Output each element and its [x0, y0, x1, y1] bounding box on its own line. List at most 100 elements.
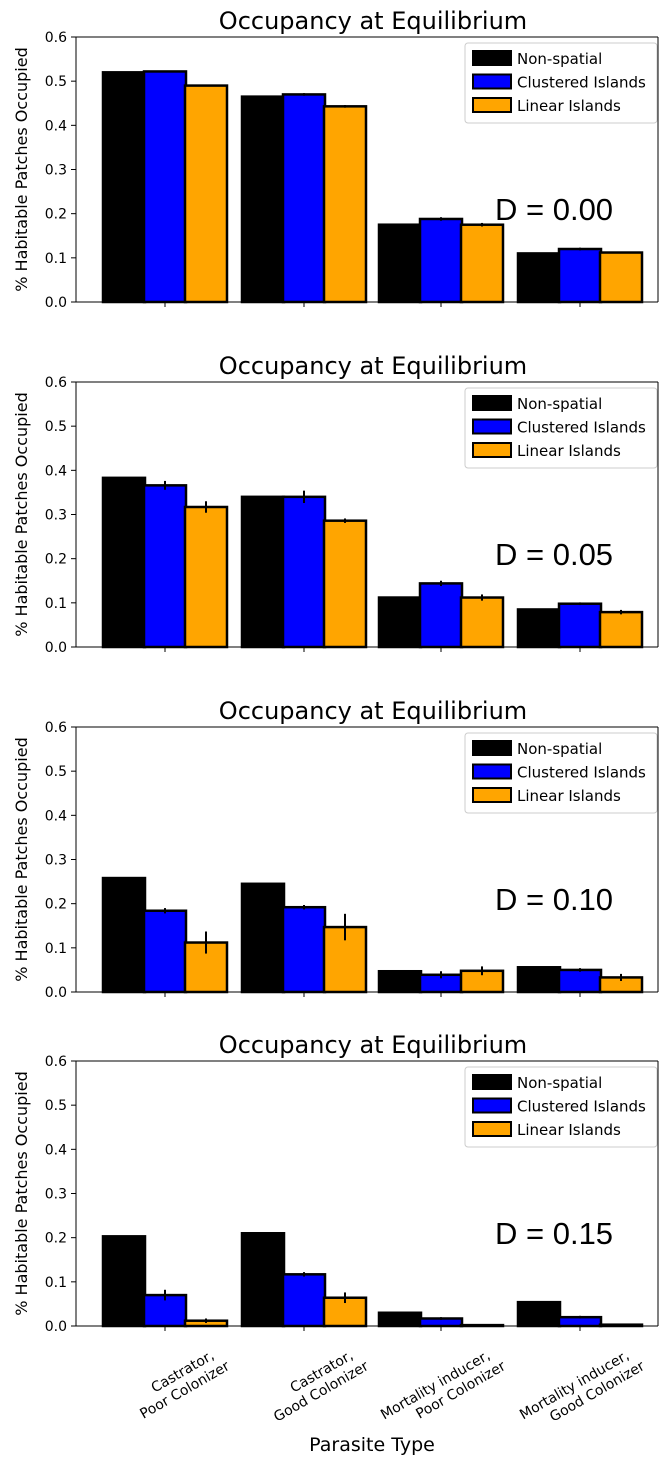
chart-0-y-tick-label: 0.0	[45, 295, 67, 311]
chart-3-legend-swatch-0	[472, 1074, 512, 1090]
chart-1-y-tick-label: 0.2	[45, 552, 67, 568]
chart-0-bar-linear-islands-3	[598, 251, 644, 304]
chart-1-legend-label-1: Clustered Islands	[517, 419, 646, 437]
chart-3-category-label-3: Mortality inducer,Good Colonizer	[517, 1343, 648, 1437]
chart-2-bar-clustered-islands-3	[557, 968, 603, 994]
chart-2-y-tick-label: 0.4	[45, 808, 67, 824]
chart-3-legend-label-1: Clustered Islands	[517, 1098, 646, 1116]
chart-3-category-label-0: Castrator,Poor Colonizer	[129, 1343, 233, 1422]
chart-2-y-tick-label: 0.3	[45, 853, 67, 869]
chart-2-legend-swatch-1	[472, 763, 512, 780]
chart-0-bar-non-spatial-3	[516, 252, 562, 304]
chart-3-category-label-2: Mortality inducer,Poor Colonizer	[378, 1343, 509, 1437]
chart-2-y-tick-label: 0.1	[45, 941, 67, 957]
chart-0-bar-clustered-islands-3	[557, 247, 603, 304]
chart-3-annotation: D = 0.15	[495, 1216, 613, 1251]
chart-0-y-tick-label: 0.5	[45, 74, 67, 90]
chart-1-bar-clustered-islands-0	[142, 484, 188, 649]
chart-0-bar-clustered-islands-0	[142, 70, 188, 304]
chart-1-y-tick-label: 0.6	[45, 375, 67, 391]
chart-1-bar-non-spatial-1	[240, 495, 286, 649]
chart-0-bar-non-spatial-1	[240, 95, 286, 304]
chart-2-bar-non-spatial-0	[101, 876, 147, 994]
chart-2-legend-swatch-0	[472, 740, 512, 756]
chart-0-legend-label-1: Clustered Islands	[517, 74, 646, 92]
chart-2-y-axis-label: % Habitable Patches Occupied	[12, 737, 31, 981]
chart-3-title: Occupancy at Equilibrium	[219, 1031, 527, 1059]
chart-3-y-tick-label: 0.5	[45, 1098, 67, 1114]
chart-1-legend-swatch-2	[472, 442, 512, 458]
chart-1-annotation: D = 0.05	[495, 537, 613, 572]
chart-2-legend	[464, 732, 658, 814]
chart-3-bar-non-spatial-3	[516, 1300, 562, 1328]
chart-0-y-axis-label: % Habitable Patches Occupied	[12, 47, 31, 291]
chart-0-y-tick-label: 0.4	[45, 118, 67, 134]
chart-2-legend-label-2: Linear Islands	[517, 787, 621, 805]
chart-2-title: Occupancy at Equilibrium	[219, 697, 527, 725]
chart-3-legend-swatch-1	[472, 1097, 512, 1114]
chart-2-y-tick-label: 0.5	[45, 764, 67, 780]
chart-2-bar-clustered-islands-1	[281, 905, 327, 994]
chart-1-y-axis-label: % Habitable Patches Occupied	[12, 392, 31, 636]
chart-1-bar-non-spatial-0	[101, 476, 147, 649]
chart-1-y-tick-label: 0.1	[45, 596, 67, 612]
chart-0-bar-linear-islands-1	[322, 105, 368, 304]
chart-2-y-tick-label: 0.6	[45, 720, 67, 736]
chart-3-y-tick-label: 0.6	[45, 1054, 67, 1070]
chart-3-y-tick-label: 0.4	[45, 1142, 67, 1158]
chart-1-y-tick-label: 0.0	[45, 640, 67, 656]
chart-1-bar-clustered-islands-1	[281, 495, 327, 649]
chart-1-y-tick-label: 0.4	[45, 463, 67, 479]
chart-0-title: Occupancy at Equilibrium	[219, 7, 527, 35]
chart-2-bar-non-spatial-2	[377, 969, 423, 994]
chart-1-bar-linear-islands-2	[459, 596, 505, 649]
chart-2-legend-swatch-2	[472, 787, 512, 803]
chart-0-y-tick-label: 0.3	[45, 163, 67, 179]
chart-2-annotation: D = 0.10	[495, 882, 613, 917]
chart-0-bar-non-spatial-2	[377, 223, 423, 304]
chart-3-legend-label-2: Linear Islands	[517, 1121, 621, 1139]
chart-3-bar-clustered-islands-1	[281, 1273, 327, 1328]
chart-1-legend-label-0: Non-spatial	[517, 395, 602, 413]
chart-3-legend-label-0: Non-spatial	[517, 1074, 602, 1092]
chart-3-legend	[464, 1066, 658, 1148]
chart-3-y-axis-label: % Habitable Patches Occupied	[12, 1071, 31, 1315]
chart-0-bar-linear-islands-0	[183, 84, 229, 304]
chart-1-legend-swatch-1	[472, 418, 512, 435]
chart-0-annotation: D = 0.00	[495, 192, 613, 227]
chart-1-y-tick-label: 0.5	[45, 419, 67, 435]
chart-3-x-axis-label: Parasite Type	[309, 1434, 435, 1456]
chart-0-bar-clustered-islands-1	[281, 93, 327, 304]
chart-1-bar-linear-islands-1	[322, 519, 368, 649]
chart-1-bar-non-spatial-2	[377, 596, 423, 649]
chart-1-bar-linear-islands-0	[183, 505, 229, 649]
chart-0-y-tick-label: 0.6	[45, 30, 67, 46]
chart-3-y-tick-label: 0.1	[45, 1275, 67, 1291]
chart-0-legend-label-2: Linear Islands	[517, 97, 621, 115]
chart-1-bar-clustered-islands-2	[418, 582, 464, 649]
chart-1-legend-swatch-0	[472, 395, 512, 411]
chart-3-bar-non-spatial-1	[240, 1232, 286, 1328]
chart-0-bar-linear-islands-2	[459, 223, 505, 304]
chart-2-legend-label-1: Clustered Islands	[517, 764, 646, 782]
chart-0-legend-swatch-1	[472, 73, 512, 90]
chart-3-bar-non-spatial-2	[377, 1311, 423, 1328]
chart-1-bar-non-spatial-3	[516, 608, 562, 649]
chart-2-y-tick-label: 0.2	[45, 897, 67, 913]
chart-1-bar-linear-islands-3	[598, 610, 644, 649]
chart-2-legend-label-0: Non-spatial	[517, 740, 602, 758]
chart-0-y-tick-label: 0.2	[45, 207, 67, 223]
chart-0-legend	[464, 42, 658, 124]
chart-1-bar-clustered-islands-3	[557, 602, 603, 649]
chart-2-bar-clustered-islands-0	[142, 909, 188, 994]
chart-2-y-tick-label: 0.0	[45, 985, 67, 1001]
chart-1-legend-label-2: Linear Islands	[517, 442, 621, 460]
chart-0-y-tick-label: 0.1	[45, 251, 67, 267]
chart-1-y-tick-label: 0.3	[45, 508, 67, 524]
chart-2-bar-non-spatial-1	[240, 882, 286, 994]
chart-3-legend-swatch-2	[472, 1121, 512, 1137]
chart-0-legend-swatch-0	[472, 50, 512, 66]
chart-3-y-tick-label: 0.2	[45, 1231, 67, 1247]
chart-1-legend	[464, 387, 658, 469]
